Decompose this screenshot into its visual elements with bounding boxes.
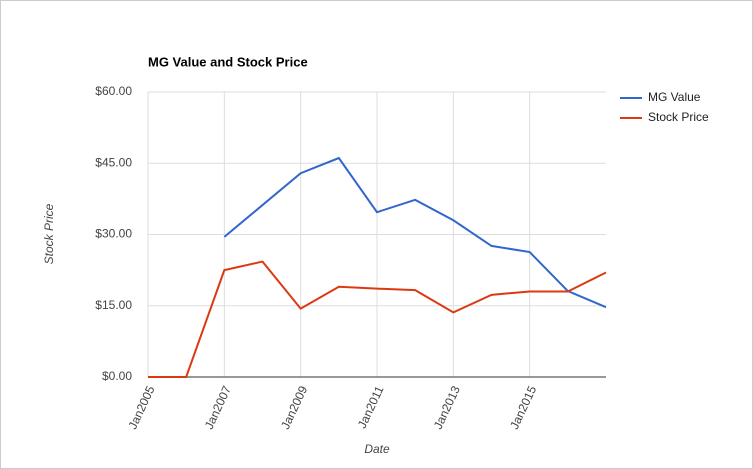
legend-label: Stock Price	[648, 110, 709, 124]
line-series	[223, 156, 607, 309]
y-tick-label: $60.00	[95, 84, 132, 98]
line-series	[148, 260, 607, 378]
x-axis-label: Date	[364, 442, 390, 456]
y-tick-label: $45.00	[95, 155, 132, 169]
y-tick-label: $30.00	[95, 227, 132, 241]
y-tick-label: $0.00	[102, 369, 132, 383]
chart-title: MG Value and Stock Price	[148, 54, 308, 69]
y-axis-label: Stock Price	[42, 203, 56, 264]
y-tick-label: $15.00	[95, 298, 132, 312]
legend-label: MG Value	[648, 90, 701, 104]
